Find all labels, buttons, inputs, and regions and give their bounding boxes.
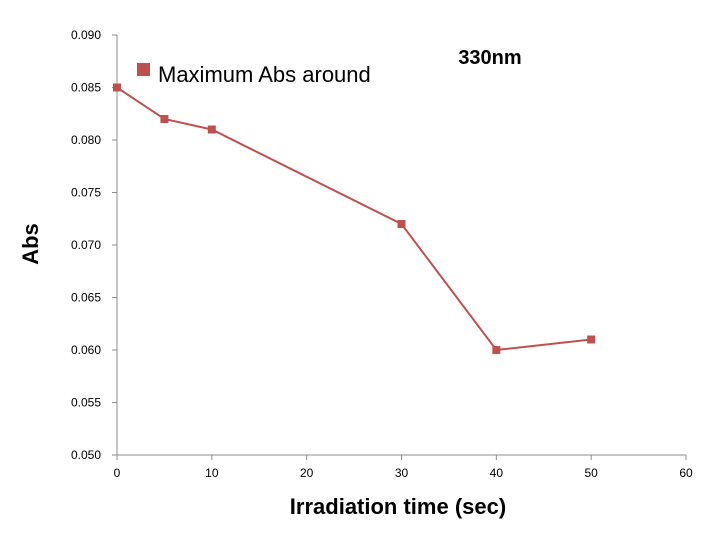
data-point	[587, 335, 596, 344]
data-point	[160, 115, 169, 123]
series-line	[116, 86, 592, 352]
y-tick-label: 0.055	[71, 396, 101, 410]
y-axis: 0.050 0.055 0.060 0.065 0.070 0.075 0.080 0.085…	[71, 28, 118, 462]
y-tick-label: 0.090	[71, 28, 101, 42]
x-tick-label: 50	[584, 466, 598, 480]
data-point	[492, 346, 501, 354]
data-point	[113, 83, 121, 92]
y-tick-label: 0.060	[71, 343, 101, 357]
x-tick-label: 60	[679, 466, 693, 480]
data-point	[397, 220, 406, 228]
x-tick-label: 30	[395, 466, 409, 480]
y-tick-label: 0.080	[71, 133, 101, 147]
series	[113, 83, 596, 354]
legend-label: Maximum Abs around	[158, 62, 371, 87]
wavelength-annotation: 330nm	[458, 47, 521, 69]
x-tick-label: 10	[205, 466, 219, 480]
y-tick-label: 0.070	[71, 238, 101, 252]
x-tick-label: 40	[490, 466, 504, 480]
y-tick-label: 0.075	[71, 186, 101, 200]
data-point	[207, 125, 216, 134]
x-axis-title: Irradiation time (sec)	[290, 494, 506, 519]
legend-swatch	[137, 63, 150, 76]
y-tick-label: 0.065	[71, 291, 101, 305]
y-tick-label: 0.050	[71, 448, 101, 462]
y-axis-title: Abs	[18, 223, 43, 265]
x-axis: 0 10 20 30 40 50 60	[114, 454, 693, 480]
y-tick-label: 0.085	[71, 81, 101, 95]
x-tick-label: 0	[114, 466, 121, 480]
x-tick-label: 20	[300, 466, 314, 480]
legend: Maximum Abs around	[137, 62, 371, 87]
